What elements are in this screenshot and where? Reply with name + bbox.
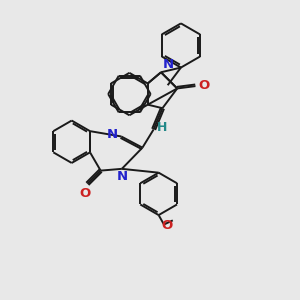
Text: O: O (198, 79, 210, 92)
Text: O: O (162, 219, 173, 232)
Text: N: N (106, 128, 118, 142)
Text: N: N (116, 170, 128, 183)
Text: H: H (157, 122, 167, 134)
Text: N: N (163, 58, 174, 71)
Text: O: O (80, 188, 91, 200)
